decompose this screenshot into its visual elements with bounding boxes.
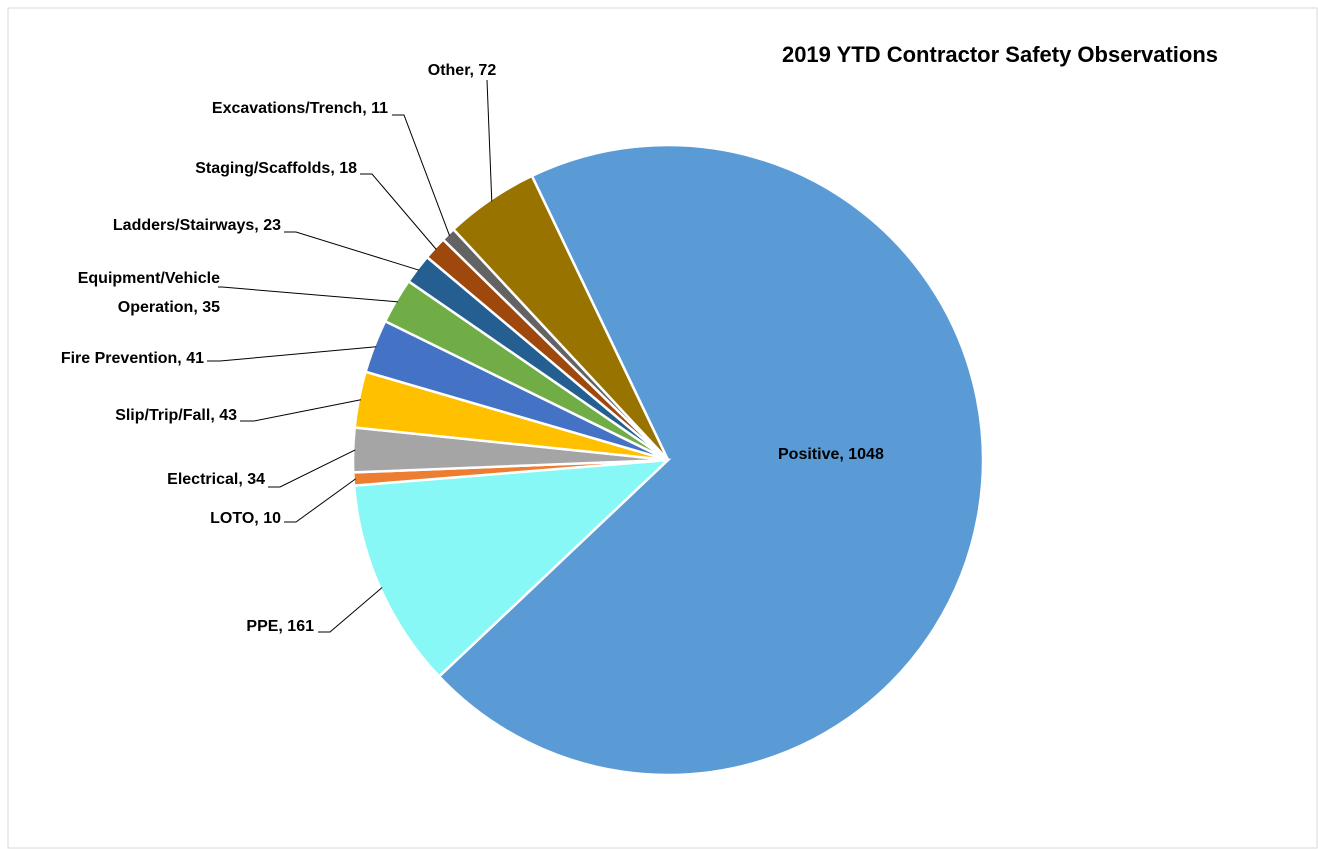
data-label: Ladders/Stairways, 23 [112, 217, 281, 234]
leader-line [284, 478, 356, 523]
data-label: Fire Prevention, 41 [60, 350, 204, 367]
leader-line [268, 449, 356, 488]
leader-line [240, 399, 361, 422]
data-label: Staging/Scaffolds, 18 [195, 160, 357, 177]
data-label: LOTO, 10 [210, 510, 281, 527]
leader-line [218, 286, 398, 303]
leader-line [486, 79, 493, 202]
pie-slice [437, 143, 985, 777]
data-label: Positive, 1048 [778, 446, 884, 463]
data-label: Electrical, 34 [167, 471, 265, 488]
leader-line [207, 346, 377, 362]
chart-title: 2019 YTD Contractor Safety Observations [781, 42, 1219, 67]
leader-line [392, 114, 451, 236]
data-label: Slip/Trip/Fall, 43 [115, 407, 237, 424]
data-label: Other, 72 [427, 62, 497, 79]
leader-line [284, 231, 420, 271]
data-label: PPE, 161 [246, 618, 314, 635]
pie-slice [352, 458, 672, 679]
leader-line [318, 587, 383, 633]
data-label: Equipment/Vehicle Operation, 35 [77, 270, 220, 316]
pie-slice [451, 174, 670, 461]
leader-line [360, 173, 437, 250]
data-label: Excavations/Trench, 11 [211, 100, 388, 117]
